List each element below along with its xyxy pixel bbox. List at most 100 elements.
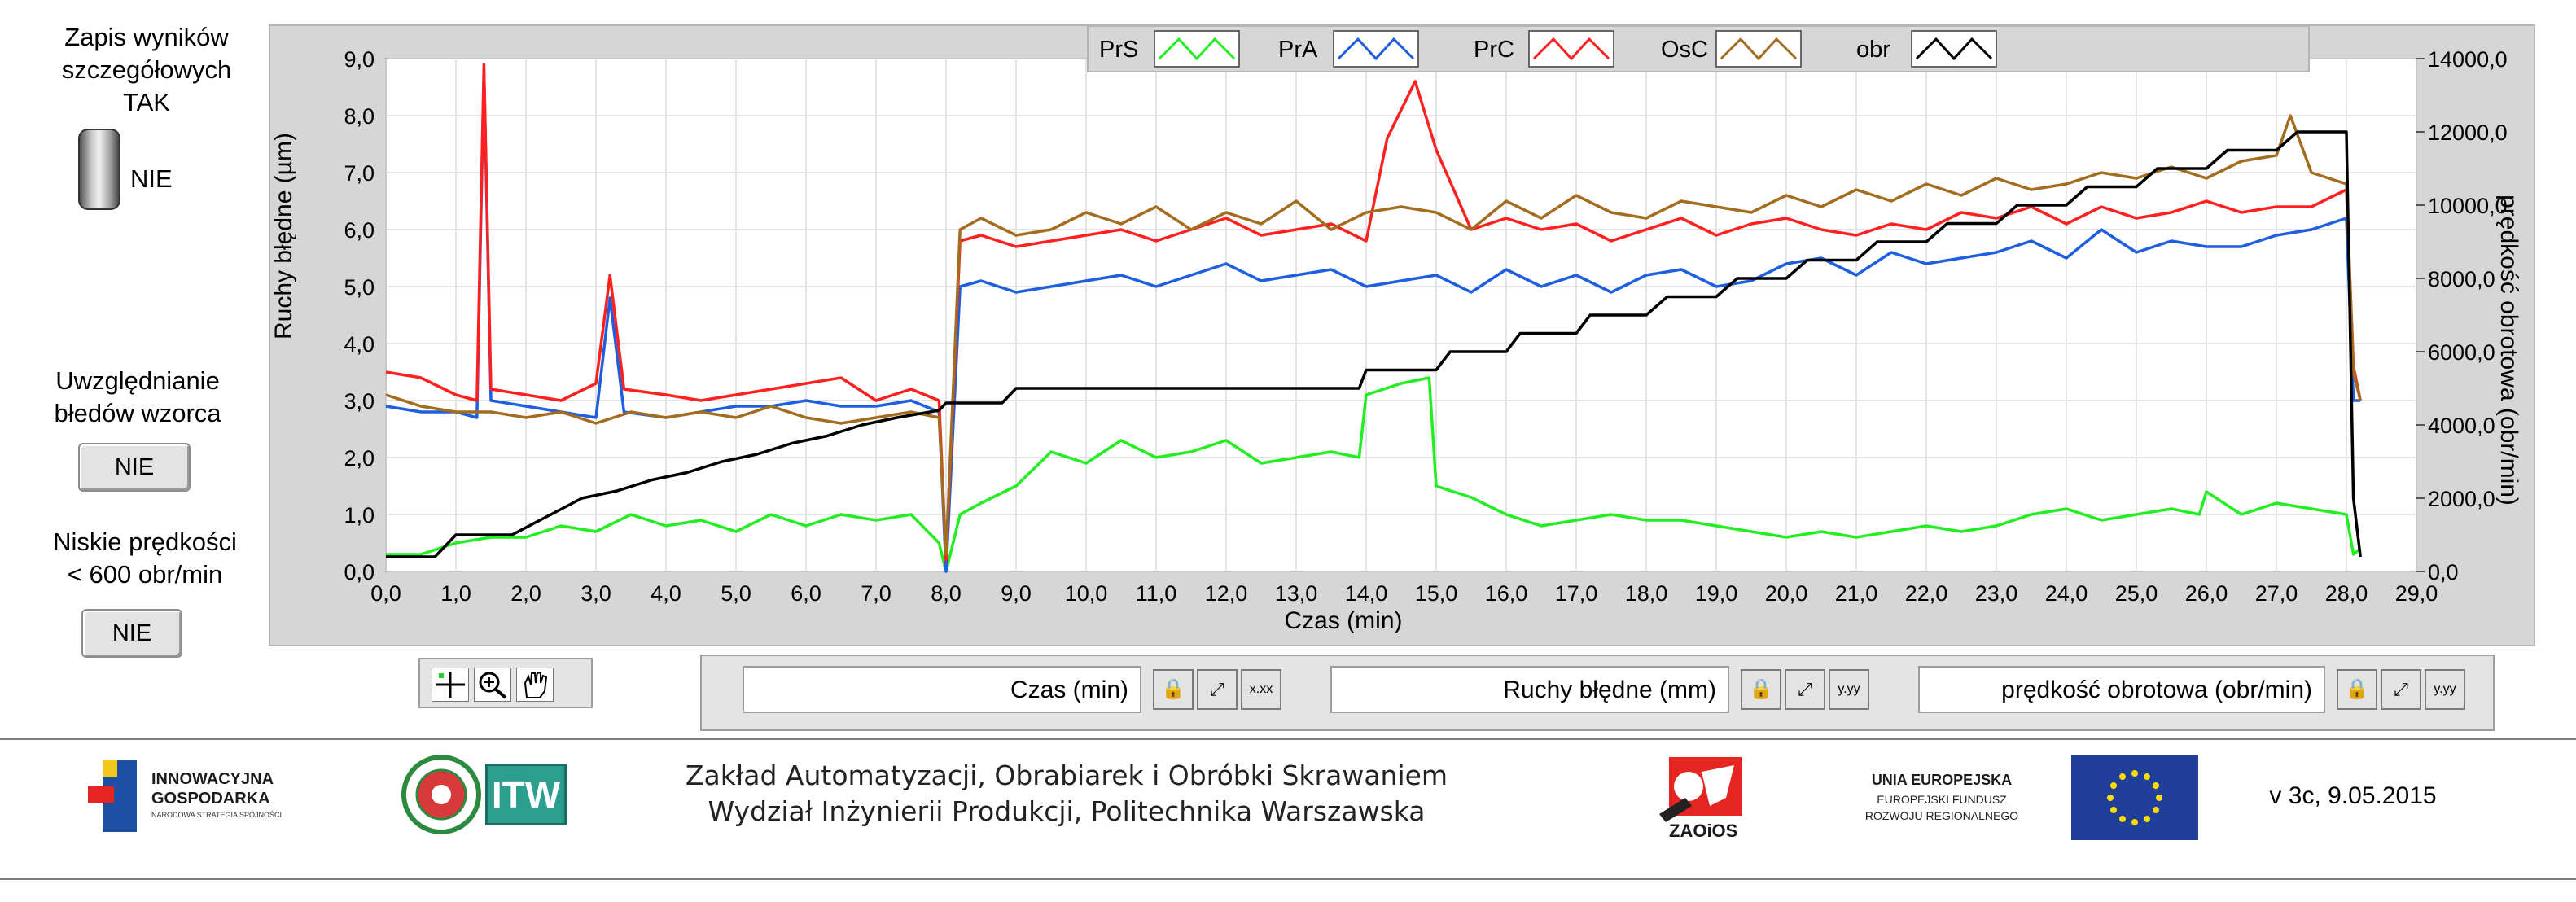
y-tick-label: 5,0 xyxy=(344,275,375,300)
eu-star xyxy=(2110,807,2118,813)
series-line-obr xyxy=(386,130,2362,558)
eu-star xyxy=(2152,807,2159,813)
x-tick-label: 29,0 xyxy=(2395,581,2438,606)
niskie-label: Niskie prędkości < 600 obr/min xyxy=(23,526,267,591)
zoom-icon[interactable] xyxy=(474,668,511,702)
y-tick-label: 4,0 xyxy=(344,332,375,357)
logo1-line3: NARODOWA STRATEGIA SPÓJNOŚCI xyxy=(151,811,283,819)
series-group xyxy=(385,63,2362,573)
legend-swatch-prs[interactable] xyxy=(1154,30,1240,68)
y2-tick-label: 14000,0 xyxy=(2428,47,2508,72)
x-tick-label: 20,0 xyxy=(1765,581,1808,606)
y2-scale-lock-icon[interactable]: 🔒 xyxy=(2337,669,2377,710)
zapis-label: Zapis wyników szczegółowych TAK xyxy=(24,21,269,119)
legend-swatch-prc[interactable] xyxy=(1528,30,1614,68)
x-format-button[interactable]: x.xx xyxy=(1241,669,1281,710)
x-tick-label: 10,0 xyxy=(1065,581,1108,606)
y2-tick-label: 4000,0 xyxy=(2428,414,2495,438)
x-tick-label: 7,0 xyxy=(861,581,892,606)
y-tick-label: 7,0 xyxy=(344,161,375,186)
uwzgl-label: Uwzględnianie błedów wzorca xyxy=(11,365,264,430)
x-tick-label: 24,0 xyxy=(2045,581,2088,606)
x-tick-label: 17,0 xyxy=(1555,581,1598,606)
eu-star xyxy=(2131,770,2138,777)
x-tick-label: 19,0 xyxy=(1695,581,1738,606)
itw-logo-text: ITW xyxy=(485,764,567,825)
hand-icon[interactable] xyxy=(516,668,554,702)
zapis-tak-label: TAK xyxy=(123,88,170,116)
y2-tick-label: 2000,0 xyxy=(2428,487,2495,511)
logo1-line2: GOSPODARKA xyxy=(151,790,270,808)
legend-swatch-osc[interactable] xyxy=(1715,30,1802,68)
series-line-prs xyxy=(386,376,2362,573)
zapis-label-line1: Zapis wyników xyxy=(64,23,229,51)
eu-star xyxy=(2119,815,2126,822)
y2-autoscale-icon[interactable]: ⤢ xyxy=(2381,669,2421,710)
uwzgl-label-line2: błedów wzorca xyxy=(54,399,221,427)
legend-line-osc xyxy=(1720,37,1798,61)
eu-star xyxy=(2152,782,2159,789)
eu-star xyxy=(2144,815,2150,822)
legend-swatch-obr[interactable] xyxy=(1911,30,1997,68)
x-tick-label: 18,0 xyxy=(1625,581,1668,606)
eu-star xyxy=(2110,782,2118,789)
legend-label-prs: PrS xyxy=(1099,37,1138,63)
footer-divider-bottom xyxy=(0,878,2576,880)
crosshair-icon[interactable] xyxy=(432,668,469,702)
x-tick-label: 3,0 xyxy=(580,581,611,606)
x-axis-label: Czas (min) xyxy=(1284,607,1402,634)
x-tick-label: 4,0 xyxy=(651,581,681,606)
ticks: 0,0 1,0 2,0 3,0 4,0 5,0 6,0 7,0 8,0 9,0 10,0 11,0 12… xyxy=(344,47,2507,606)
legend-swatch-pra[interactable] xyxy=(1333,30,1419,68)
itw-logo: ITW xyxy=(401,752,572,837)
eu-star xyxy=(2119,773,2126,781)
x-autoscale-icon[interactable]: ⤢ xyxy=(1197,669,1238,710)
version-label: v 3c, 9.05.2015 xyxy=(2269,782,2437,809)
y-tick-label: 6,0 xyxy=(344,218,375,243)
footer-divider-top xyxy=(0,738,2576,740)
y1-autoscale-icon[interactable]: ⤢ xyxy=(1785,669,1825,710)
x-tick-label: 1,0 xyxy=(440,581,471,606)
uwzgl-label-line1: Uwzględnianie xyxy=(55,366,220,395)
eu-star xyxy=(2107,795,2114,801)
x-tick-label: 21,0 xyxy=(1835,581,1878,606)
x-tick-label: 26,0 xyxy=(2185,581,2228,606)
y2-tick-label: 6000,0 xyxy=(2428,340,2495,365)
y2-tick-label: 0,0 xyxy=(2428,560,2459,585)
series-line-osc xyxy=(385,114,2362,556)
institution-line2: Wydział Inżynierii Produkcji, Politechni… xyxy=(708,795,1426,827)
zapis-toggle-switch[interactable] xyxy=(78,129,120,210)
x-tick-label: 11,0 xyxy=(1136,581,1177,606)
y2-tick-label: 12000,0 xyxy=(2428,120,2508,145)
x-scale-name: Czas (min) xyxy=(743,666,1141,713)
eu-star xyxy=(2131,819,2138,825)
y1-scale-lock-icon[interactable]: 🔒 xyxy=(1741,669,1781,710)
zapis-nie-label: NIE xyxy=(130,164,173,193)
chart-svg[interactable]: 0,0 1,0 2,0 3,0 4,0 5,0 6,0 7,0 8,0 9,0 10,0 11,0 12… xyxy=(269,24,2532,643)
legend-label-prc: PrC xyxy=(1474,37,1514,63)
x-tick-label: 15,0 xyxy=(1415,581,1458,606)
eu-star xyxy=(2144,773,2150,781)
legend-box xyxy=(1087,25,2310,72)
x-tick-label: 25,0 xyxy=(2115,581,2158,606)
y1-format-button[interactable]: y.yy xyxy=(1829,669,1869,710)
x-tick-label: 5,0 xyxy=(721,581,751,606)
innowacyjna-gospodarka-logo: INNOWACYJNA GOSPODARKA NARODOWA STRATEGI… xyxy=(78,754,331,835)
x-tick-label: 23,0 xyxy=(1975,581,2018,606)
institution-line1: Zakład Automatyzacji, Obrabiarek i Obrób… xyxy=(685,760,1448,791)
legend-line-prs xyxy=(1158,37,1236,61)
logo1-line1: INNOWACYJNA xyxy=(151,770,274,788)
y2-scale-name: prędkość obrotowa (obr/min) xyxy=(1918,666,2325,713)
x-tick-label: 8,0 xyxy=(931,581,962,606)
legend[interactable]: PrS PrA PrC OsC obr xyxy=(1087,25,2310,72)
legend-line-pra xyxy=(1337,37,1415,61)
eu-flag-icon xyxy=(2071,755,2198,840)
plot-area[interactable] xyxy=(385,58,2417,572)
x-tick-label: 22,0 xyxy=(1905,581,1948,606)
y-tick-label: 1,0 xyxy=(344,503,375,528)
uwzgl-button[interactable]: NIE xyxy=(78,443,191,492)
legend-label-obr: obr xyxy=(1856,37,1890,63)
niskie-button[interactable]: NIE xyxy=(81,609,182,658)
y2-format-button[interactable]: y.yy xyxy=(2425,669,2465,710)
x-scale-lock-icon[interactable]: 🔒 xyxy=(1153,669,1194,710)
